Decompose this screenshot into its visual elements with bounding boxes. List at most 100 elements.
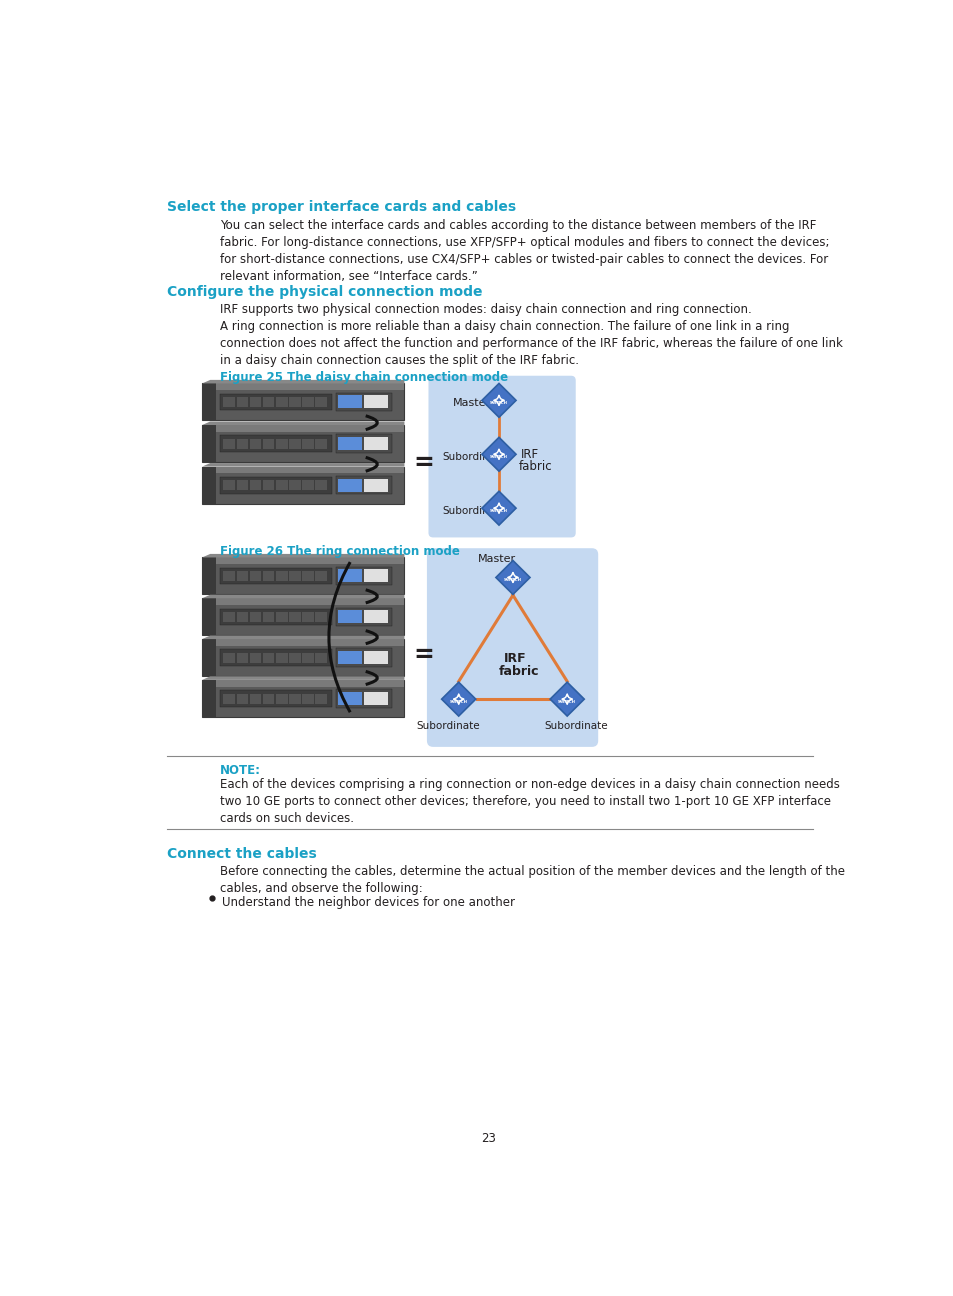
FancyBboxPatch shape (337, 651, 362, 664)
Text: Figure 25 The daisy chain connection mode: Figure 25 The daisy chain connection mod… (220, 371, 508, 384)
FancyBboxPatch shape (223, 481, 234, 490)
FancyBboxPatch shape (289, 693, 300, 704)
Text: Subordinate: Subordinate (442, 505, 505, 516)
FancyBboxPatch shape (223, 572, 234, 581)
FancyBboxPatch shape (335, 648, 392, 667)
FancyBboxPatch shape (202, 467, 404, 504)
Text: 23: 23 (481, 1131, 496, 1144)
FancyBboxPatch shape (289, 572, 300, 581)
FancyBboxPatch shape (263, 397, 274, 407)
FancyBboxPatch shape (202, 467, 404, 473)
Polygon shape (202, 553, 404, 557)
FancyBboxPatch shape (302, 397, 314, 407)
Text: SWITCH: SWITCH (449, 700, 467, 704)
FancyBboxPatch shape (315, 438, 327, 448)
Polygon shape (481, 491, 516, 525)
FancyBboxPatch shape (202, 639, 216, 677)
FancyBboxPatch shape (275, 693, 287, 704)
FancyBboxPatch shape (220, 477, 332, 494)
FancyBboxPatch shape (263, 572, 274, 581)
Text: A ring connection is more reliable than a daisy chain connection. The failure of: A ring connection is more reliable than … (220, 320, 842, 367)
FancyBboxPatch shape (236, 612, 248, 622)
FancyBboxPatch shape (202, 384, 404, 420)
Polygon shape (202, 677, 404, 680)
FancyBboxPatch shape (202, 639, 404, 645)
Text: Understand the neighbor devices for one another: Understand the neighbor devices for one … (221, 897, 514, 910)
Text: Figure 26 The ring connection mode: Figure 26 The ring connection mode (220, 546, 459, 559)
FancyBboxPatch shape (202, 639, 404, 677)
Text: IRF supports two physical connection modes: daisy chain connection and ring conn: IRF supports two physical connection mod… (220, 303, 751, 316)
FancyBboxPatch shape (302, 572, 314, 581)
Polygon shape (202, 380, 404, 384)
FancyBboxPatch shape (250, 572, 261, 581)
FancyBboxPatch shape (220, 691, 332, 706)
Text: =: = (414, 451, 435, 476)
FancyBboxPatch shape (337, 692, 362, 705)
FancyBboxPatch shape (364, 651, 388, 664)
FancyBboxPatch shape (202, 557, 216, 595)
FancyBboxPatch shape (275, 572, 287, 581)
FancyBboxPatch shape (202, 557, 404, 595)
FancyBboxPatch shape (335, 608, 392, 626)
FancyBboxPatch shape (289, 438, 300, 448)
FancyBboxPatch shape (364, 437, 388, 450)
FancyBboxPatch shape (236, 438, 248, 448)
FancyBboxPatch shape (315, 481, 327, 490)
FancyBboxPatch shape (315, 653, 327, 662)
FancyBboxPatch shape (202, 467, 216, 504)
FancyBboxPatch shape (223, 693, 234, 704)
FancyBboxPatch shape (220, 394, 332, 411)
FancyBboxPatch shape (275, 438, 287, 448)
FancyBboxPatch shape (275, 397, 287, 407)
FancyBboxPatch shape (250, 397, 261, 407)
Text: NOTE:: NOTE: (220, 763, 261, 776)
Text: IRF: IRF (503, 652, 526, 665)
FancyBboxPatch shape (250, 653, 261, 662)
FancyBboxPatch shape (236, 397, 248, 407)
FancyBboxPatch shape (315, 693, 327, 704)
FancyBboxPatch shape (202, 384, 404, 390)
FancyBboxPatch shape (202, 425, 404, 432)
Text: SWITCH: SWITCH (490, 509, 507, 513)
FancyBboxPatch shape (289, 653, 300, 662)
FancyBboxPatch shape (220, 568, 332, 584)
FancyBboxPatch shape (220, 649, 332, 666)
FancyBboxPatch shape (302, 438, 314, 448)
Text: You can select the interface cards and cables according to the distance between : You can select the interface cards and c… (220, 219, 828, 283)
Polygon shape (550, 682, 583, 717)
FancyBboxPatch shape (335, 434, 392, 452)
Polygon shape (441, 682, 476, 717)
FancyBboxPatch shape (202, 680, 216, 717)
Polygon shape (202, 421, 404, 425)
FancyBboxPatch shape (289, 397, 300, 407)
FancyBboxPatch shape (223, 397, 234, 407)
FancyBboxPatch shape (236, 572, 248, 581)
Polygon shape (202, 595, 404, 599)
FancyBboxPatch shape (236, 693, 248, 704)
FancyBboxPatch shape (302, 481, 314, 490)
Polygon shape (496, 561, 530, 595)
FancyBboxPatch shape (364, 610, 388, 623)
FancyBboxPatch shape (289, 481, 300, 490)
FancyBboxPatch shape (263, 693, 274, 704)
Text: fabric: fabric (498, 665, 539, 678)
FancyBboxPatch shape (428, 376, 575, 538)
FancyBboxPatch shape (250, 481, 261, 490)
Text: Master: Master (452, 398, 490, 408)
Text: =: = (414, 643, 435, 667)
FancyBboxPatch shape (302, 653, 314, 662)
Text: IRF: IRF (520, 448, 538, 461)
FancyBboxPatch shape (263, 438, 274, 448)
Text: Subordinate: Subordinate (543, 721, 607, 731)
Polygon shape (202, 463, 404, 467)
FancyBboxPatch shape (335, 393, 392, 411)
Text: Subordinate: Subordinate (442, 452, 505, 461)
FancyBboxPatch shape (364, 692, 388, 705)
Text: SWITCH: SWITCH (503, 578, 521, 582)
Text: Connect the cables: Connect the cables (167, 848, 316, 861)
FancyBboxPatch shape (315, 397, 327, 407)
FancyBboxPatch shape (315, 572, 327, 581)
FancyBboxPatch shape (263, 612, 274, 622)
FancyBboxPatch shape (223, 438, 234, 448)
Text: Configure the physical connection mode: Configure the physical connection mode (167, 285, 482, 299)
